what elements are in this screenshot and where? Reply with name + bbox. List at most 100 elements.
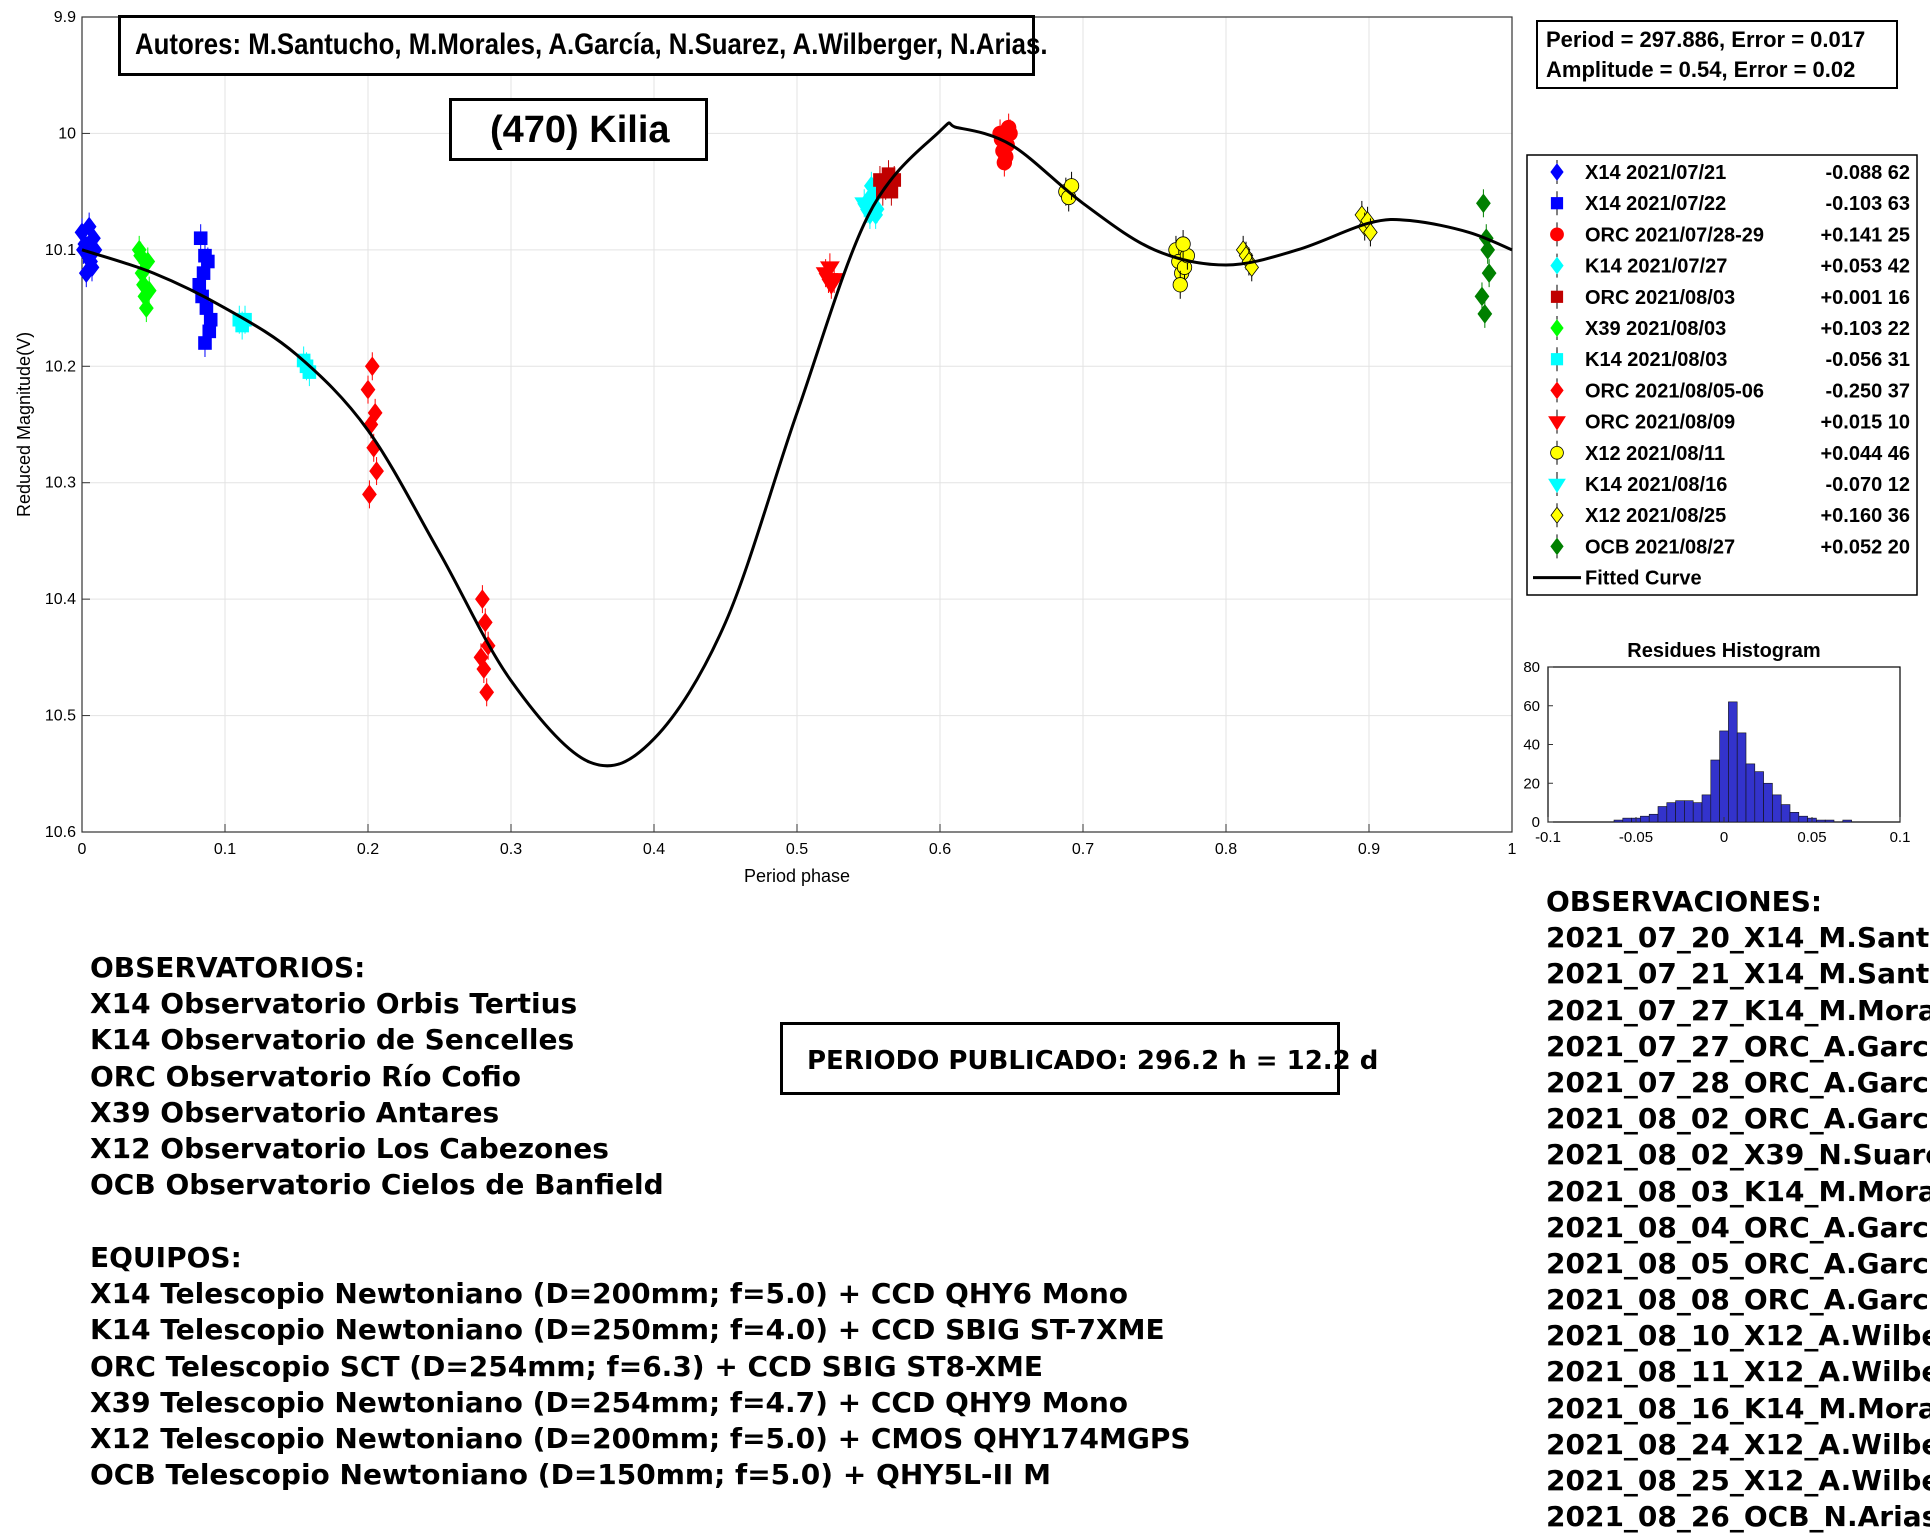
equipo-item: X14 Telescopio Newtoniano (D=200mm; f=5.…: [90, 1277, 1128, 1311]
observatorio-item: K14 Observatorio de Sencelles: [90, 1023, 575, 1057]
x-tick-label: 0.8: [1215, 841, 1237, 858]
histogram-x-tick-label: -0.1: [1535, 829, 1561, 846]
observatorio-item: X39 Observatorio Antares: [90, 1095, 500, 1129]
legend-offset: -0.103 63: [1825, 193, 1910, 215]
legend-offset: -0.056 31: [1825, 349, 1910, 371]
legend-label: X39 2021/08/03: [1585, 318, 1726, 340]
data-point: [193, 231, 208, 246]
fit-stats-box: Period = 297.886, Error = 0.017 Amplitud…: [1536, 20, 1898, 89]
equipo-item: OCB Telescopio Newtoniano (D=150mm; f=5.…: [90, 1458, 1051, 1492]
legend-box: [1526, 154, 1918, 596]
histogram-y-tick-label: 40: [1523, 737, 1540, 754]
observacion-item: 2021_07_20_X14_M.Santucho: [1546, 921, 1930, 955]
observacion-item: 2021_08_16_K14_M.Morales: [1546, 1391, 1930, 1425]
legend-marker: [1550, 227, 1564, 242]
histogram-x-tick-label: 0.1: [1890, 829, 1911, 846]
histogram-bar: [1728, 701, 1738, 823]
legend-marker: [1550, 506, 1564, 524]
data-point: [133, 245, 149, 266]
authors-box: Autores: M.Santucho, M.Morales, A.García…: [118, 15, 1048, 76]
observatorio-item: ORC Observatorio Río Cofio: [90, 1059, 522, 1093]
data-point: [138, 298, 154, 318]
data-point: [1172, 277, 1188, 293]
equipos-section: EQUIPOS: X14 Telescopio Newtoniano (D=20…: [90, 1240, 1191, 1493]
observatorios-heading: OBSERVATORIOS:: [90, 951, 366, 984]
histogram-bar: [1692, 802, 1703, 823]
fit-stats-period: Period = 297.886, Error = 0.017: [1546, 27, 1866, 52]
legend-label: ORC 2021/08/05-06: [1585, 380, 1764, 402]
data-point: [360, 379, 376, 400]
observacion-item: 2021_07_27_K14_M.Morales: [1546, 993, 1930, 1027]
legend-marker: [1550, 445, 1564, 460]
histogram-bar: [1798, 815, 1808, 823]
x-tick-label: 0.1: [214, 841, 236, 858]
legend-marker: [1550, 537, 1564, 556]
data-point: [367, 403, 383, 423]
observacion-item: 2021_08_04_ORC_A.García: [1546, 1210, 1930, 1244]
histogram-bar: [1675, 800, 1685, 823]
equipo-item: X12 Telescopio Newtoniano (D=200mm; f=5.…: [90, 1421, 1191, 1455]
histogram-bar: [1684, 800, 1694, 823]
data-point: [198, 248, 212, 263]
x-tick-label: 0.3: [500, 841, 522, 858]
histogram-bar: [1710, 759, 1720, 823]
x-tick-label: 0.4: [643, 841, 665, 858]
y-tick-label: 10.2: [45, 358, 76, 375]
legend-marker: [1550, 197, 1564, 210]
histogram-bar: [1772, 794, 1782, 823]
y-tick-label: 10.5: [45, 708, 76, 725]
y-tick-label: 10: [58, 125, 76, 142]
legend-label: Fitted Curve: [1585, 568, 1702, 590]
data-point: [1474, 286, 1490, 307]
histogram-bar: [1824, 819, 1835, 823]
observacion-item: 2021_08_10_X12_A.Wilberger: [1546, 1319, 1930, 1353]
observacion-item: 2021_08_03_K14_M.Morales: [1546, 1174, 1930, 1208]
histogram-bar: [1754, 771, 1764, 823]
x-tick-label: 1: [1508, 841, 1517, 858]
x-tick-label: 0.7: [1072, 841, 1094, 858]
legend-label: X14 2021/07/21: [1585, 162, 1726, 184]
histogram-x-tick-label: -0.05: [1619, 829, 1653, 846]
legend-marker: [1550, 353, 1564, 366]
histogram-bar: [1701, 794, 1712, 823]
legend-label: K14 2021/08/03: [1585, 349, 1727, 371]
observacion-item: 2021_07_21_X14_M.Santucho: [1546, 957, 1930, 991]
histogram-bar: [1763, 782, 1773, 823]
y-tick-label: 10.4: [45, 591, 76, 608]
legend-offset: +0.103 22: [1820, 318, 1910, 340]
published-period-box: PERIODO PUBLICADO: 296.2 h = 12.2 d: [780, 1022, 1378, 1095]
observaciones-heading: OBSERVACIONES:: [1546, 885, 1823, 918]
data-point: [1477, 304, 1493, 324]
equipo-item: ORC Telescopio SCT (D=254mm; f=6.3) + CC…: [90, 1349, 1043, 1383]
observatorio-item: X12 Observatorio Los Cabezones: [90, 1131, 609, 1165]
histogram-bar: [1648, 813, 1659, 823]
legend-marker: [1548, 478, 1566, 493]
data-point: [198, 336, 212, 350]
legend-marker: [1550, 381, 1564, 400]
equipo-item: X39 Telescopio Newtoniano (D=254mm; f=4.…: [90, 1385, 1128, 1419]
observatorios-section: OBSERVATORIOS: X14 Observatorio Orbis Te…: [90, 950, 664, 1203]
legend-label: K14 2021/07/27: [1585, 256, 1727, 278]
data-point: [479, 682, 495, 703]
x-tick-label: 0.9: [1358, 841, 1380, 858]
legend-offset: +0.044 46: [1820, 443, 1910, 465]
data-point: [192, 277, 207, 292]
legend-offset: +0.015 10: [1820, 412, 1910, 434]
legend-marker: [1550, 319, 1564, 337]
histogram-bar: [1666, 802, 1676, 823]
histogram-x-tick-label: 0.05: [1797, 829, 1826, 846]
data-point: [475, 589, 490, 609]
observacion-item: 2021_08_11_X12_A.Wilberger: [1546, 1355, 1930, 1389]
y-tick-label: 10.6: [45, 824, 76, 841]
legend-offset: -0.250 37: [1825, 380, 1910, 402]
observacion-item: 2021_08_25_X12_A.Wilberger: [1546, 1464, 1930, 1497]
data-point: [473, 647, 489, 668]
histogram-y-tick-label: 60: [1523, 698, 1540, 715]
legend-offset: +0.141 25: [1820, 224, 1910, 246]
legend-marker: [1548, 416, 1566, 431]
histogram-bar: [1736, 732, 1747, 823]
histogram-bar: [1745, 763, 1756, 823]
data-point: [369, 461, 384, 481]
legend-offset: -0.070 12: [1825, 474, 1910, 496]
